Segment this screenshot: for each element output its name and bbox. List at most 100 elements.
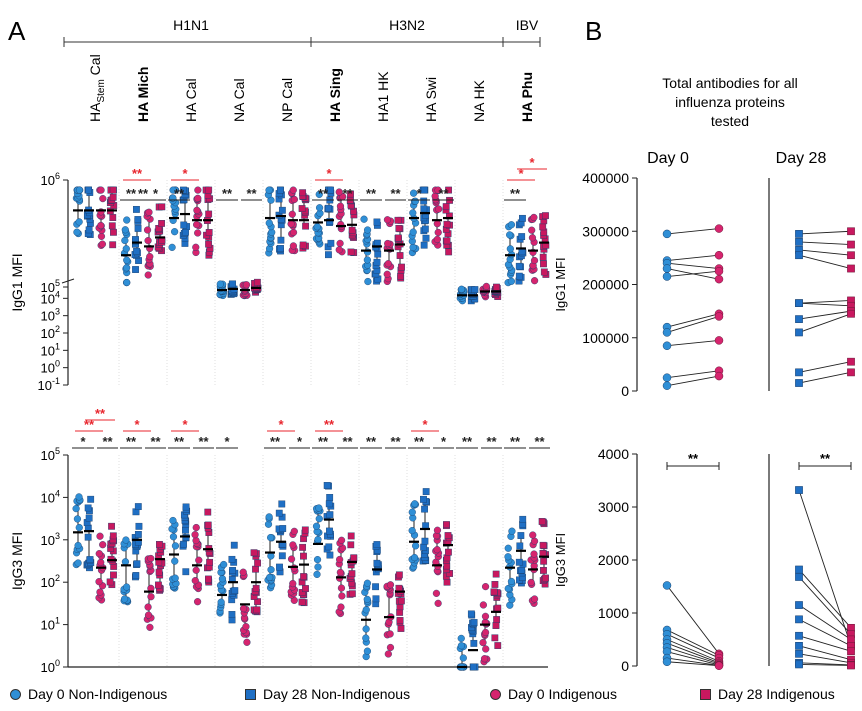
data-point-square bbox=[109, 186, 117, 194]
y-tick-label: 101 bbox=[41, 341, 60, 358]
group-label: IBV bbox=[516, 17, 539, 33]
data-point-circle bbox=[315, 190, 323, 198]
data-point-circle bbox=[191, 531, 199, 539]
data-point-square bbox=[395, 234, 402, 242]
data-point-circle bbox=[144, 611, 153, 619]
data-point-circle bbox=[192, 523, 200, 532]
data-point-circle bbox=[169, 516, 177, 525]
data-point-square bbox=[299, 543, 307, 551]
data-point-square bbox=[394, 216, 402, 224]
data-point-square bbox=[539, 223, 547, 231]
data-point-square bbox=[134, 531, 142, 538]
data-point-circle bbox=[123, 278, 131, 287]
data-point-square bbox=[421, 537, 429, 545]
legend-square-icon bbox=[245, 688, 256, 700]
data-point-circle bbox=[314, 563, 322, 571]
data-point-square bbox=[443, 237, 451, 245]
data-point-square bbox=[110, 571, 117, 579]
data-point-circle bbox=[75, 186, 84, 194]
data-point-square bbox=[205, 210, 213, 218]
data-point-square bbox=[204, 508, 212, 516]
significance-label: * bbox=[297, 434, 303, 449]
data-point-circle bbox=[337, 584, 346, 592]
data-point-circle bbox=[99, 195, 107, 203]
paired-point bbox=[662, 341, 672, 350]
data-point-square bbox=[467, 610, 475, 618]
data-point-circle bbox=[193, 221, 201, 229]
data-point-circle bbox=[146, 253, 154, 261]
significance-label: ** bbox=[270, 434, 281, 449]
data-point-circle bbox=[409, 243, 417, 252]
data-point-circle bbox=[384, 260, 392, 268]
data-point-square bbox=[443, 578, 451, 586]
data-point-square bbox=[106, 578, 114, 586]
data-point-square bbox=[539, 541, 547, 549]
paired-point bbox=[662, 373, 672, 382]
y-tick-base: 10 bbox=[41, 309, 55, 324]
data-point-square bbox=[494, 604, 502, 612]
data-point-circle bbox=[504, 544, 512, 552]
data-point-circle bbox=[290, 527, 298, 535]
data-point-square bbox=[86, 556, 94, 563]
data-point-square bbox=[301, 526, 309, 534]
significance-label: ** bbox=[150, 434, 161, 449]
data-point-square bbox=[205, 229, 213, 236]
data-point-circle bbox=[433, 220, 441, 228]
data-point-square bbox=[396, 252, 404, 259]
paired-point bbox=[662, 328, 672, 337]
legend-square-icon bbox=[700, 688, 711, 700]
data-point-square bbox=[348, 590, 356, 598]
data-point-square bbox=[326, 218, 334, 225]
day-label: Day 0 bbox=[647, 150, 689, 167]
significance-label: ** bbox=[510, 186, 521, 201]
data-point-circle bbox=[123, 256, 131, 264]
y-tick-base: 10 bbox=[41, 280, 55, 295]
pair-line bbox=[798, 302, 852, 307]
paired-point bbox=[847, 227, 855, 236]
data-point-square bbox=[540, 260, 547, 268]
pair-line bbox=[798, 361, 852, 373]
data-point-square bbox=[420, 495, 427, 503]
pair-line bbox=[666, 633, 720, 659]
data-point-circle bbox=[239, 605, 248, 613]
data-point-square bbox=[373, 218, 381, 226]
y-tick-base: 10 bbox=[41, 343, 55, 358]
data-point-square bbox=[494, 642, 502, 649]
data-point-square bbox=[155, 581, 162, 589]
significance-label: ** bbox=[126, 186, 137, 201]
significance-label: * bbox=[153, 186, 159, 201]
data-point-square bbox=[542, 574, 549, 582]
data-point-circle bbox=[360, 215, 368, 223]
data-point-square bbox=[443, 220, 451, 228]
data-point-circle bbox=[507, 221, 516, 229]
paired-point bbox=[714, 250, 724, 260]
paired-point bbox=[795, 601, 803, 609]
data-point-square bbox=[84, 533, 92, 541]
data-point-circle bbox=[336, 555, 344, 564]
data-point-circle bbox=[74, 541, 82, 550]
data-point-circle bbox=[290, 564, 298, 572]
total-antibody-panel: Total antibodies for all influenza protei… bbox=[553, 75, 855, 674]
y-axis-label: IgG1 MFI bbox=[553, 257, 568, 311]
paired-point bbox=[714, 371, 724, 381]
data-point-square bbox=[515, 262, 523, 270]
data-point-circle bbox=[120, 595, 129, 603]
y-tick-label: 100000 bbox=[582, 330, 629, 346]
data-point-circle bbox=[504, 553, 512, 561]
legend-label: Day 28 Non-Indigenous bbox=[263, 686, 411, 702]
data-point-circle bbox=[315, 204, 324, 212]
y-tick-label: 103 bbox=[41, 307, 60, 324]
panel-b-title: Total antibodies for all bbox=[662, 75, 797, 91]
pair-line bbox=[666, 370, 720, 379]
data-point-circle bbox=[482, 282, 490, 291]
data-point-circle bbox=[432, 589, 441, 597]
panel-b-letter: B bbox=[585, 16, 602, 46]
antigen-label: HA1 HK bbox=[375, 71, 391, 122]
data-point-circle bbox=[410, 553, 419, 562]
data-point-square bbox=[395, 571, 403, 579]
y-tick-label: 103 bbox=[41, 531, 60, 548]
data-point-circle bbox=[97, 232, 106, 240]
data-point-circle bbox=[313, 223, 321, 231]
data-point-square bbox=[231, 587, 239, 595]
data-point-circle bbox=[216, 280, 224, 288]
